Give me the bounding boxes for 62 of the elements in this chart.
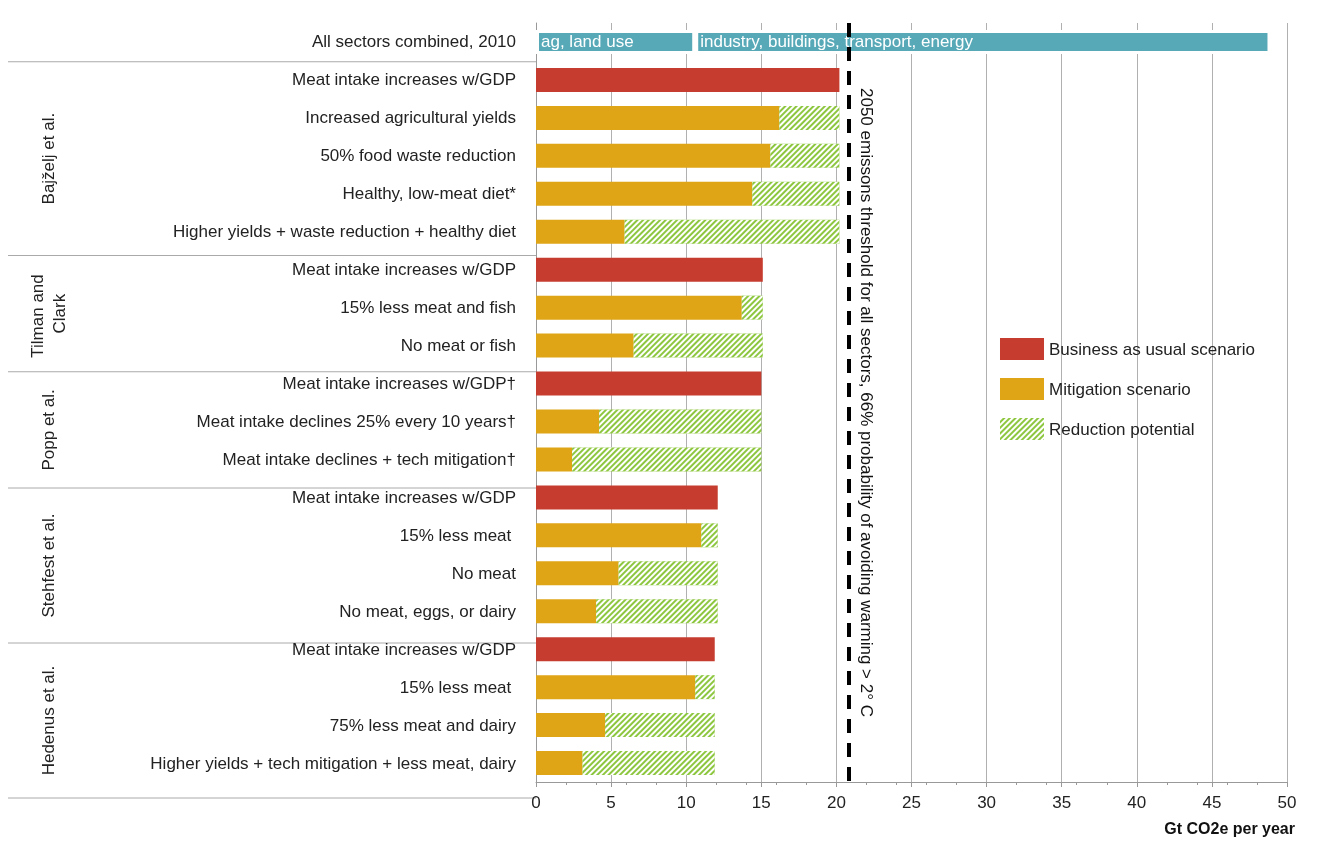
bar: [536, 561, 619, 586]
y-tick-label: Meat intake increases w/GDP: [292, 639, 516, 659]
bar: [536, 523, 702, 548]
text: Bajželj et al.: [38, 112, 58, 205]
legend-label: Mitigation scenario: [1049, 379, 1191, 399]
bar: [536, 105, 780, 130]
y-tick-label: No meat or fish: [400, 336, 516, 356]
y-tick-label: 50% food waste reduction: [320, 146, 516, 166]
bar: [536, 371, 762, 396]
text: Hedenus et al.: [38, 665, 58, 776]
y-tick-label: Higher yields + tech mitigation + less meat, dairy: [150, 753, 517, 773]
y-tick-label: 75% less meat and dairy: [329, 715, 517, 735]
bar: [536, 675, 696, 700]
ref-line-label: 2050 emissons threshold for all sectors, 66% probability of avoiding warming > 2° C: [857, 87, 877, 718]
x-axis-title: Gt CO2e per year: [1164, 819, 1295, 837]
bar: [536, 67, 840, 92]
y-tick-label: 15% less meat: [399, 525, 516, 545]
y-tick-label: Meat intake declines 25% every 10 years†: [196, 411, 516, 431]
x-tick-label: 10: [676, 793, 696, 812]
x-tick-label: 40: [1127, 793, 1147, 812]
y-tick-label: Meat intake increases w/GDP: [292, 487, 516, 507]
bar: [536, 219, 625, 244]
y-tick-label: Meat intake increases w/GDP: [292, 260, 516, 280]
y-tick-label: 15% less meat: [399, 677, 516, 697]
legend-label: Reduction potential: [1049, 419, 1195, 439]
y-tick-label: Meat intake declines + tech mitigation†: [222, 449, 516, 469]
y-tick-label: Healthy, low-meat diet*: [342, 184, 517, 204]
bar: [536, 599, 597, 624]
y-tick-label: Meat intake increases w/GDP†: [282, 374, 516, 394]
series-label: industry, buildings, transport, energy: [700, 32, 974, 52]
text: Popp et al.: [38, 389, 58, 471]
text: Tilman and Clark: [27, 269, 69, 358]
bar: [536, 637, 715, 662]
bar: [536, 447, 573, 472]
x-tick-label: 50: [1277, 793, 1297, 812]
bar: [536, 257, 763, 282]
y-tick-label: Higher yields + waste reduction + healthy diet: [172, 222, 517, 242]
bar: [536, 181, 753, 206]
y-tick-label: Increased agricultural yields: [305, 108, 516, 128]
y-tick-label: All sectors combined, 2010: [311, 32, 516, 52]
y-tick-label: No meat: [451, 563, 517, 583]
bar: [536, 485, 718, 510]
series-label: ag, land use: [541, 32, 634, 52]
x-tick-label: 0: [531, 793, 541, 812]
x-tick-label: 45: [1202, 793, 1222, 812]
text: Stehfest et al.: [38, 513, 58, 618]
x-tick-label: 20: [826, 793, 846, 812]
bar: [536, 751, 583, 776]
x-tick-label: 5: [606, 793, 616, 812]
x-tick-label: 15: [751, 793, 771, 812]
x-tick-label: 30: [977, 793, 997, 812]
x-tick-label: 25: [902, 793, 921, 812]
bar: [536, 295, 742, 320]
legend-label: Business as usual scenario: [1049, 339, 1256, 359]
bar: [536, 143, 771, 168]
bar: [536, 333, 634, 358]
y-tick-label: No meat, eggs, or dairy: [339, 601, 517, 621]
bar: [536, 409, 600, 434]
y-tick-label: 15% less meat and fish: [340, 298, 516, 318]
bar: [536, 713, 606, 738]
y-tick-label: Meat intake increases w/GDP: [292, 70, 516, 90]
x-tick-label: 35: [1052, 793, 1072, 812]
